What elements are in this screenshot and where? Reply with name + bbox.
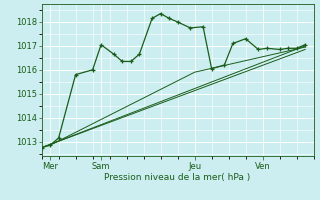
X-axis label: Pression niveau de la mer( hPa ): Pression niveau de la mer( hPa ) — [104, 173, 251, 182]
